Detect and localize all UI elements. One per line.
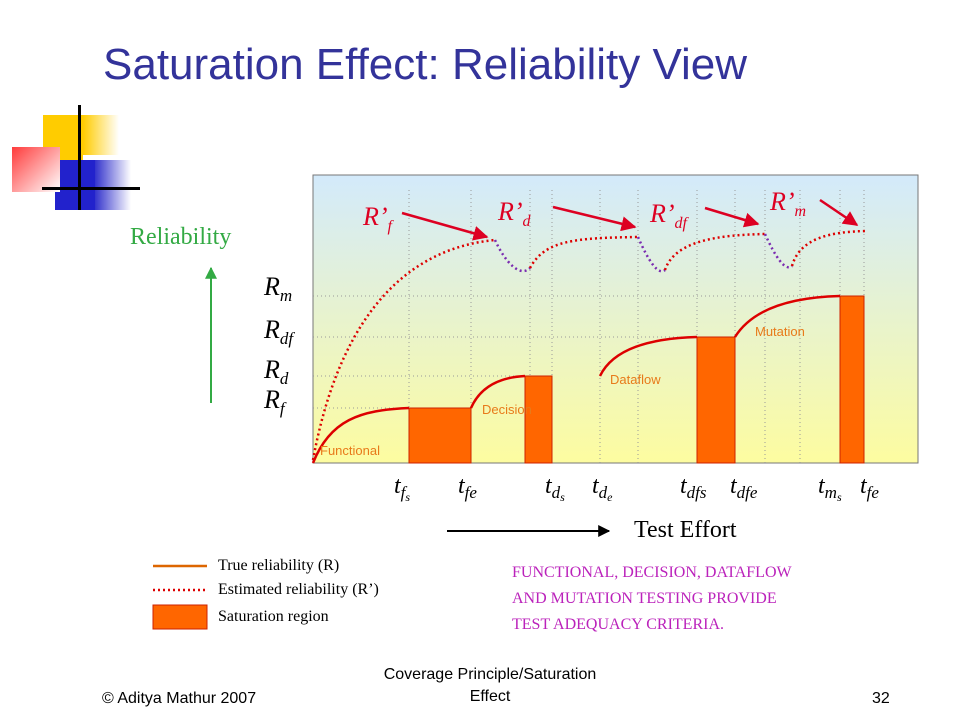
estimate-recover-1 [528, 235, 639, 269]
phase-label-dataflow: Dataflow [610, 372, 661, 387]
phase-label-decision: Decision [482, 402, 532, 417]
footer-left: © Aditya Mathur 2007 [102, 690, 257, 707]
estimate-curve-rise [311, 238, 496, 461]
arrow-rdf [704, 206, 760, 228]
estimate-label-rd: R’d [497, 197, 532, 230]
x-axis-title: Test Effort [634, 517, 737, 543]
plot-background [312, 174, 919, 464]
legend: True reliability (R) Estimated reliabili… [152, 557, 379, 630]
estimated-reliability-curves [311, 229, 866, 461]
x-tick-tms: tms [818, 473, 842, 504]
x-tick-tfe-2: tfe [860, 473, 879, 502]
x-tick-tde: tde [592, 473, 613, 504]
page-number: 32 [872, 690, 890, 707]
footer-center: Coverage Principle/Saturation Effect [360, 664, 620, 708]
estimate-label-rf: R’f [362, 202, 395, 235]
y-level-rm: Rm [263, 272, 292, 305]
x-tick-tdfe: tdfe [730, 473, 758, 502]
estimate-label-rdf: R’df [649, 199, 690, 232]
estimate-dip-3 [763, 233, 793, 269]
y-level-rdf: Rdf [263, 315, 295, 348]
saturation-regions [408, 295, 865, 464]
saturation-region-functional [408, 407, 472, 464]
x-tick-tdfs: tdfs [680, 473, 707, 502]
true-curve-decision [469, 374, 526, 409]
estimate-recover-2 [663, 232, 766, 271]
arrow-rf [401, 211, 489, 241]
footer-center-line: Coverage Principle/Saturation [383, 666, 597, 683]
legend-swatch-saturation [152, 604, 208, 630]
note-line: AND MUTATION TESTING PROVIDE [512, 590, 777, 607]
phase-label-mutation: Mutation [755, 324, 805, 339]
phase-label-functional: Functional [320, 443, 380, 458]
true-curve-mutation [733, 294, 841, 338]
note-line: TEST ADEQUACY CRITERIA. [512, 616, 724, 633]
x-tick-tfe-1: tfe [458, 473, 477, 502]
saturation-region-mutation [839, 295, 865, 464]
saturation-region-decision [524, 375, 553, 464]
decorative-corner-graphic [0, 105, 140, 215]
estimate-dip-1 [493, 239, 531, 273]
true-reliability-curves [311, 294, 841, 464]
x-tick-tds: tds [545, 473, 565, 504]
y-axis-title: Reliability [130, 224, 231, 250]
arrow-rm [819, 198, 859, 227]
legend-label-saturation: Saturation region [218, 608, 329, 625]
note-line: FUNCTIONAL, DECISION, DATAFLOW [512, 564, 792, 581]
y-level-rd: Rd [263, 355, 289, 388]
true-curve-functional [311, 406, 410, 464]
saturation-region-dataflow [696, 336, 736, 464]
footer-center-line: Effect [469, 688, 511, 705]
estimate-arrows [401, 198, 859, 241]
x-tick-tfs: tfs [394, 473, 410, 504]
y-level-rf: Rf [263, 385, 287, 418]
true-curve-dataflow [598, 335, 698, 377]
legend-label-true: True reliability (R) [218, 557, 339, 574]
estimate-dip-2 [636, 236, 666, 273]
estimate-recover-3 [790, 229, 866, 267]
legend-label-estimated: Estimated reliability (R’) [218, 581, 379, 598]
estimate-label-rm: R’m [769, 187, 806, 220]
adequacy-note: FUNCTIONAL, DECISION, DATAFLOW AND MUTAT… [512, 560, 892, 638]
slide-title: Saturation Effect: Reliability View [103, 40, 748, 89]
arrow-rd [552, 205, 637, 232]
